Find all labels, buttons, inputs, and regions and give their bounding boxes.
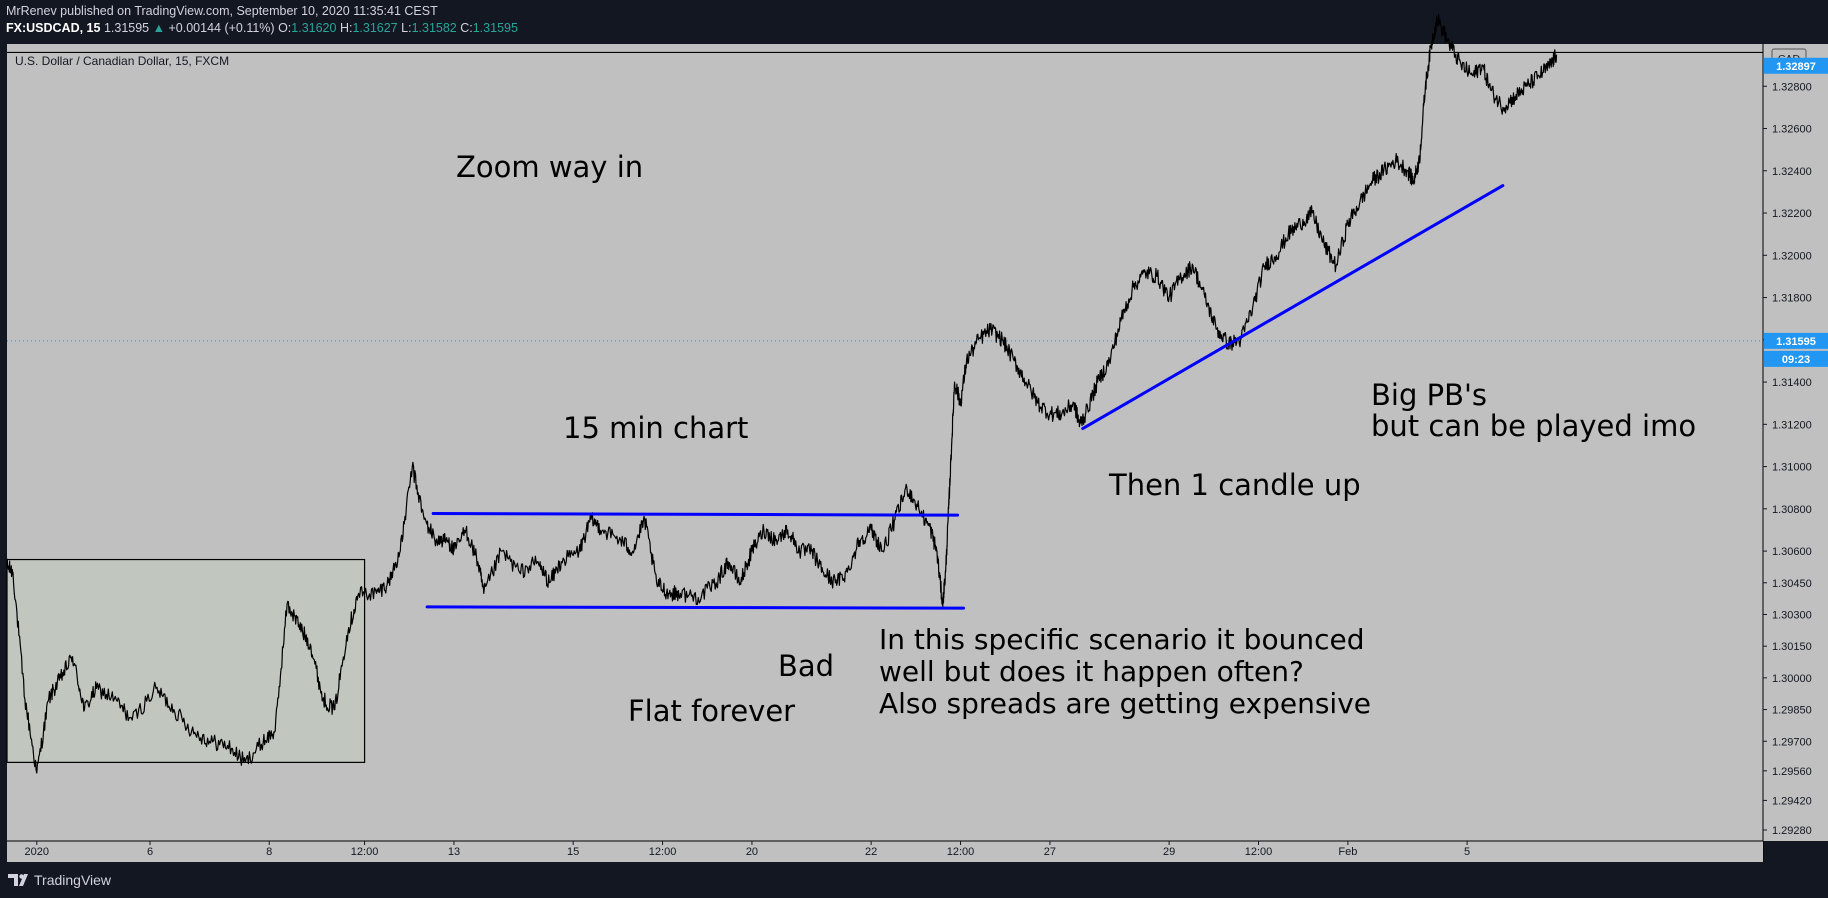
annotation-flat-line-0: Flat forever: [628, 694, 795, 728]
annotation-bigpb-line-1: but can be played imo: [1371, 409, 1696, 443]
trendline-range-top[interactable]: [431, 511, 960, 517]
y-tick-label: 1.32800: [1772, 81, 1812, 93]
x-tick-label: 29: [1163, 846, 1175, 858]
x-tick-label: 12:00: [1245, 846, 1273, 858]
y-tick-label: 1.32400: [1772, 166, 1812, 178]
y-tick-label: 1.30600: [1772, 546, 1812, 558]
y-tick-label: 1.30150: [1772, 641, 1812, 653]
x-tick-label: 12:00: [947, 846, 975, 858]
trendline-uptrend[interactable]: [1081, 184, 1505, 431]
top-price-badge-bg: [1764, 57, 1828, 74]
annotation-bigpb-line-0: Big PB's: [1371, 378, 1487, 412]
x-tick-label: 6: [147, 846, 153, 858]
x-tick-label: 22: [865, 846, 877, 858]
open-label: O:: [278, 21, 292, 35]
countdown-badge-bg: [1764, 350, 1828, 367]
publisher-line: MrRenev published on TradingView.com, Se…: [6, 4, 438, 18]
open-value: 1.31620: [291, 21, 337, 35]
symbol-info-line: FX:USDCAD, 15 1.31595 ▲ +0.00144 (+0.11%…: [6, 21, 518, 35]
symbol[interactable]: FX:USDCAD, 15: [6, 21, 101, 35]
current-price-badge-bg: [1764, 332, 1828, 349]
x-tick-label: 5: [1464, 846, 1470, 858]
x-tick-label: 8: [266, 846, 272, 858]
y-tick-label: 1.30450: [1772, 578, 1812, 590]
y-tick-label: 1.30800: [1772, 504, 1812, 516]
close-value: 1.31595: [472, 21, 518, 35]
footer-brand[interactable]: TradingView: [34, 872, 112, 888]
low-label: L:: [401, 21, 412, 35]
trendline-range-bottom[interactable]: [425, 605, 966, 610]
range-box[interactable]: [6, 558, 366, 763]
high-value: 1.31627: [352, 21, 398, 35]
x-tick-label: 2020: [25, 846, 49, 858]
x-tick-label: 13: [448, 846, 460, 858]
x-tick-label: 20: [746, 846, 758, 858]
y-tick-label: 1.30300: [1772, 609, 1812, 621]
y-tick-label: 1.31000: [1772, 462, 1812, 474]
current-price-badge: 1.31595: [1776, 336, 1816, 348]
y-tick-label: 1.29850: [1772, 705, 1812, 717]
footer-bar: TradingView: [0, 862, 1828, 898]
y-tick-label: 1.32600: [1772, 124, 1812, 136]
annotation-fifteen[interactable]: 15 min chart: [563, 411, 748, 445]
y-tick-label: 1.31800: [1772, 293, 1812, 305]
x-tick-label: 12:00: [649, 846, 677, 858]
x-tick-label: 27: [1044, 846, 1056, 858]
chart-legend: U.S. Dollar / Canadian Dollar, 15, FXCM: [15, 54, 229, 68]
change-arrow-icon: ▲: [152, 21, 165, 35]
annotation-scenario-line-0: In this specific scenario it bounced: [879, 623, 1364, 656]
y-tick-label: 1.29280: [1772, 825, 1812, 837]
tradingview-logo-icon: [8, 874, 28, 886]
annotation-then[interactable]: Then 1 candle up: [1108, 468, 1361, 502]
annotation-zoom[interactable]: Zoom way in: [456, 150, 643, 184]
annotation-scenario-line-1: well but does it happen often?: [879, 655, 1304, 688]
x-tick-label: 12:00: [351, 846, 379, 858]
y-tick-label: 1.29420: [1772, 795, 1812, 807]
low-value: 1.31582: [411, 21, 457, 35]
price-series-line: [6, 13, 1558, 774]
annotation-fifteen-line-0: 15 min chart: [563, 411, 748, 445]
annotation-flat[interactable]: Flat forever: [628, 694, 795, 728]
y-tick-label: 1.29700: [1772, 736, 1812, 748]
annotation-then-line-0: Then 1 candle up: [1108, 468, 1361, 502]
annotation-scenario-line-2: Also spreads are getting expensive: [879, 687, 1371, 720]
last-price: 1.31595: [103, 21, 150, 35]
high-label: H:: [339, 21, 353, 35]
top-price-badge: 1.32897: [1776, 61, 1816, 73]
annotation-bad[interactable]: Bad: [778, 649, 834, 683]
price-change: +0.00144 (+0.11%): [168, 21, 275, 35]
y-tick-label: 1.32200: [1772, 208, 1812, 220]
price-chart[interactable]: 1.32800 1.32600 1.32400 1.32200 1.32000 1.318…: [0, 0, 1828, 862]
y-tick-label: 1.30000: [1772, 673, 1812, 685]
time-axis[interactable]: [7, 841, 1763, 862]
price-axis[interactable]: [1763, 44, 1828, 841]
y-tick-label: 1.32000: [1772, 250, 1812, 262]
annotation-bigpb[interactable]: Big PB's but can be played imo: [1371, 378, 1696, 443]
countdown-badge: 09:23: [1782, 354, 1810, 366]
y-tick-label: 1.29560: [1772, 766, 1812, 778]
annotation-zoom-line-0: Zoom way in: [456, 150, 643, 184]
close-label: C:: [460, 21, 473, 35]
y-tick-label: 1.31400: [1772, 377, 1812, 389]
x-tick-label: 15: [567, 846, 579, 858]
x-tick-label: Feb: [1338, 846, 1357, 858]
y-tick-label: 1.31200: [1772, 419, 1812, 431]
annotation-scenario[interactable]: In this specific scenario it bounced well…: [879, 623, 1371, 720]
annotation-bad-line-0: Bad: [778, 649, 834, 683]
